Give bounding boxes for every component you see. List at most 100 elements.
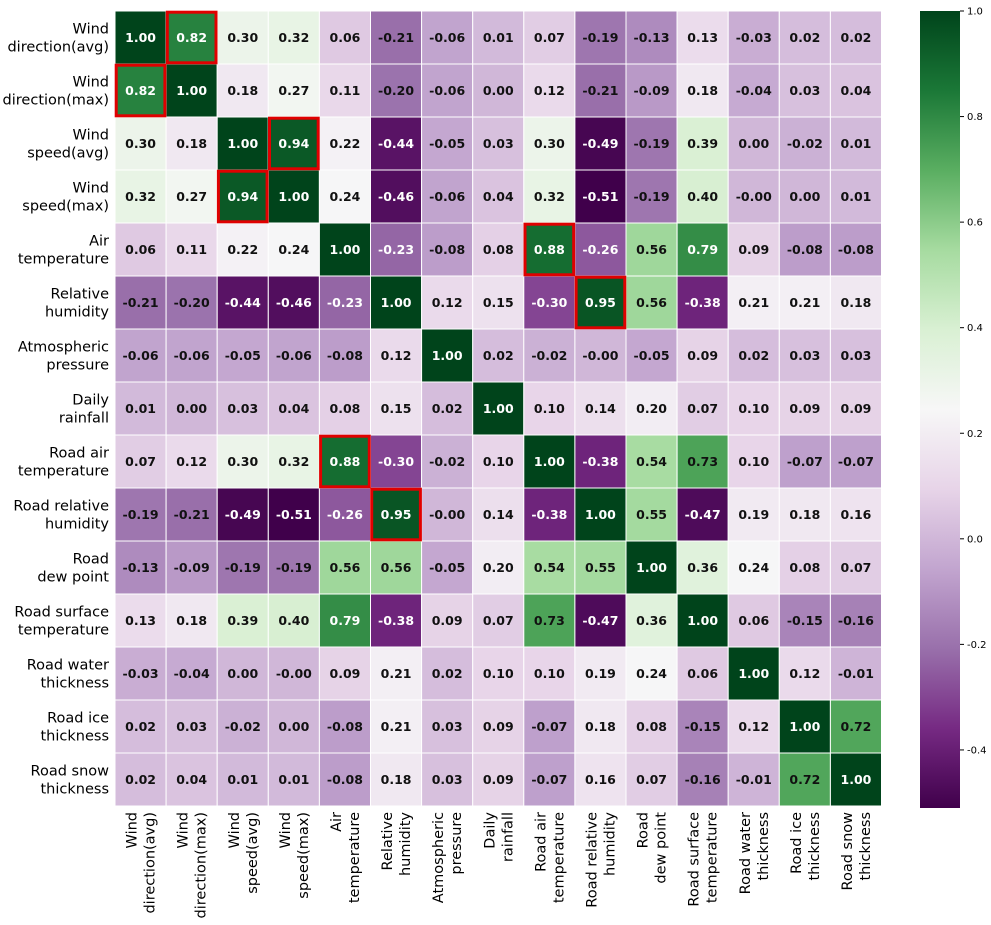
cell-value-r10-c0: -0.13 <box>123 560 159 575</box>
colorbar-tick-label-6: 0.8 <box>967 112 983 123</box>
cell-value-r13-c14: 0.72 <box>841 719 872 734</box>
heatmap-cell-r3-c9 <box>574 169 627 224</box>
cell-value-r1-c11: 0.18 <box>687 83 718 98</box>
cell-value-r6-c6: 1.00 <box>432 348 463 363</box>
column-label-10: Road dew point <box>636 812 670 884</box>
cell-value-r8-c12: 0.10 <box>738 454 769 469</box>
row-label-11: Road surface temperature <box>14 605 109 639</box>
colorbar-gradient <box>920 11 960 808</box>
cell-value-r10-c12: 0.24 <box>738 560 769 575</box>
cell-value-r13-c6: 0.03 <box>432 719 463 734</box>
cell-value-r3-c11: 0.40 <box>687 189 718 204</box>
cell-value-r9-c5: 0.95 <box>381 507 412 522</box>
cell-value-r0-c6: -0.06 <box>429 30 465 45</box>
cell-value-r11-c1: 0.18 <box>176 613 207 628</box>
cell-value-r11-c3: 0.40 <box>278 613 309 628</box>
heatmap-cell-r6-c6 <box>421 328 474 383</box>
cell-value-r1-c6: -0.06 <box>429 83 465 98</box>
heatmap-cell-r7-c12 <box>727 381 780 436</box>
column-label-6: Atmospheric pressure <box>431 812 465 903</box>
highlight-box-1 <box>114 63 167 118</box>
heatmap-cell-r12-c10 <box>625 646 678 701</box>
cell-value-r13-c13: 1.00 <box>789 719 820 734</box>
cell-value-r1-c0: 0.82 <box>125 83 156 98</box>
cell-value-r12-c2: 0.00 <box>227 666 258 681</box>
cell-value-r9-c6: -0.00 <box>429 507 465 522</box>
cell-value-r5-c14: 0.18 <box>841 295 872 310</box>
highlight-box-2 <box>268 116 320 171</box>
cell-value-r14-c11: -0.16 <box>685 772 721 787</box>
cell-value-r7-c3: 0.04 <box>278 401 309 416</box>
heatmap-cell-r13-c1 <box>165 699 218 754</box>
cell-value-r9-c12: 0.19 <box>738 507 769 522</box>
cell-value-r3-c8: 0.32 <box>534 189 565 204</box>
cell-value-r6-c7: 0.02 <box>483 348 514 363</box>
cell-value-r4-c7: 0.08 <box>483 242 514 257</box>
row-label-8: Road air temperature <box>18 446 109 480</box>
cell-value-r5-c0: -0.21 <box>123 295 159 310</box>
cell-value-r9-c9: 1.00 <box>585 507 616 522</box>
row-label-2: Wind speed(avg) <box>27 128 109 162</box>
highlight-box-0 <box>165 10 218 65</box>
heatmap-cell-r2-c5 <box>370 116 423 171</box>
cell-value-r8-c3: 0.32 <box>278 454 309 469</box>
heatmap-cell-r12-c13 <box>778 646 831 701</box>
column-label-4: Air temperature <box>329 812 363 903</box>
heatmap-cell-r9-c13 <box>778 487 831 542</box>
heatmap-cell-r6-c13 <box>778 328 831 383</box>
heatmap-cell-r0-c2 <box>216 10 269 65</box>
cell-value-r6-c9: -0.00 <box>582 348 618 363</box>
heatmap-cell-r1-c7 <box>472 63 525 118</box>
cell-value-r0-c7: 0.01 <box>483 30 514 45</box>
heatmap-cell-r9-c2 <box>216 487 269 542</box>
heatmap-cell-r8-c13 <box>778 434 831 489</box>
heatmap-cell-r7-c9 <box>574 381 627 436</box>
column-label-8: Road air temperature <box>533 812 567 903</box>
cell-value-r10-c2: -0.19 <box>225 560 261 575</box>
cell-value-r5-c8: -0.30 <box>531 295 567 310</box>
cell-value-r9-c10: 0.55 <box>636 507 667 522</box>
cell-value-r5-c4: -0.23 <box>327 295 363 310</box>
cell-value-r14-c6: 0.03 <box>432 772 463 787</box>
cell-value-r13-c1: 0.03 <box>176 719 207 734</box>
cell-value-r9-c14: 0.16 <box>841 507 872 522</box>
heatmap-cell-r8-c5 <box>370 434 423 489</box>
heatmap-cell-r8-c7 <box>472 434 525 489</box>
cell-value-r13-c0: 0.02 <box>125 719 156 734</box>
cell-value-r5-c2: -0.44 <box>225 295 261 310</box>
cell-value-r14-c4: -0.08 <box>327 772 363 787</box>
cell-value-r14-c10: 0.07 <box>636 772 667 787</box>
cell-value-r12-c6: 0.02 <box>432 666 463 681</box>
cell-value-r6-c12: 0.02 <box>738 348 769 363</box>
cell-value-r4-c4: 1.00 <box>330 242 361 257</box>
cell-value-r5-c1: -0.20 <box>174 295 210 310</box>
cell-value-r3-c2: 0.94 <box>227 189 258 204</box>
cell-value-r9-c0: -0.19 <box>123 507 159 522</box>
heatmap-cell-r14-c11 <box>676 752 729 807</box>
heatmap-cell-r13-c11 <box>676 699 729 754</box>
cell-value-r9-c1: -0.21 <box>174 507 210 522</box>
column-labels: Wind direction(avg) Wind direction(max) Wind… <box>125 812 874 919</box>
cell-value-r5-c6: 0.12 <box>432 295 463 310</box>
cell-value-r5-c12: 0.21 <box>738 295 769 310</box>
cell-value-r13-c10: 0.08 <box>636 719 667 734</box>
cell-value-r9-c8: -0.38 <box>531 507 567 522</box>
heatmap-cell-r0-c9 <box>574 10 627 65</box>
cell-value-r10-c14: 0.07 <box>841 560 872 575</box>
cell-value-r0-c13: 0.02 <box>789 30 820 45</box>
heatmap-cell-r10-c5 <box>370 540 423 595</box>
cell-value-r11-c9: -0.47 <box>582 613 618 628</box>
row-label-7: Daily rainfall <box>59 393 110 427</box>
cell-value-r10-c13: 0.08 <box>789 560 820 575</box>
cell-value-r11-c11: 1.00 <box>687 613 718 628</box>
heatmap-cell-r3-c2 <box>216 169 269 224</box>
row-label-5: Relative humidity <box>45 287 109 321</box>
cell-value-r11-c5: -0.38 <box>378 613 414 628</box>
cell-value-r4-c14: -0.08 <box>838 242 874 257</box>
column-label-7: Daily rainfall <box>482 812 516 863</box>
cell-value-r2-c7: 0.03 <box>483 136 514 151</box>
cell-value-r3-c10: -0.19 <box>634 189 670 204</box>
heatmap-cell-r9-c14 <box>829 487 883 542</box>
cell-value-r9-c3: -0.51 <box>276 507 312 522</box>
